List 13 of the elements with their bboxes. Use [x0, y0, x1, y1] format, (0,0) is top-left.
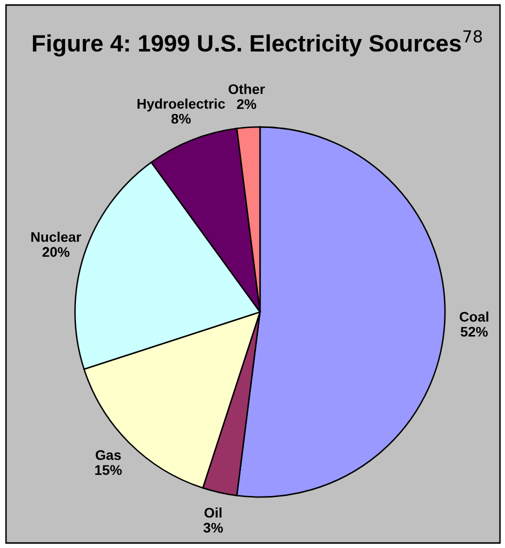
data-label: 52% — [460, 326, 488, 337]
slice-label: Gas — [96, 450, 121, 460]
data-label: 8% — [171, 114, 191, 124]
slice-label: Coal — [460, 312, 488, 322]
data-label: 3% — [203, 522, 223, 533]
slice-label: Nuclear — [31, 232, 82, 242]
slice-label: Hydroelectric — [138, 98, 225, 112]
data-label: 2% — [236, 99, 256, 110]
data-label: 20% — [42, 247, 70, 257]
slice-label: Oil — [204, 507, 222, 518]
slice-label: Other — [228, 84, 265, 94]
chart-title: Figure 4: 1999 U.S. Electricity Sources$^{78}$ — [32, 30, 482, 56]
data-label: 15% — [95, 465, 122, 475]
